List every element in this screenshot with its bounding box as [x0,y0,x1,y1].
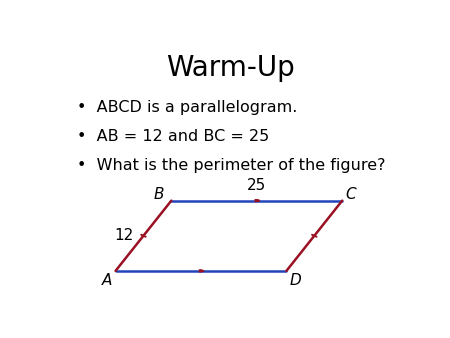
Text: A: A [102,273,112,288]
Text: 12: 12 [115,228,134,243]
Text: D: D [289,273,301,288]
Text: C: C [346,187,356,201]
Text: 25: 25 [247,177,266,193]
Text: B: B [154,187,164,201]
Text: •  AB = 12 and BC = 25: • AB = 12 and BC = 25 [77,129,270,144]
Text: •  ABCD is a parallelogram.: • ABCD is a parallelogram. [77,100,297,115]
Text: •  What is the perimeter of the figure?: • What is the perimeter of the figure? [77,158,386,173]
Text: Warm-Up: Warm-Up [166,54,295,81]
